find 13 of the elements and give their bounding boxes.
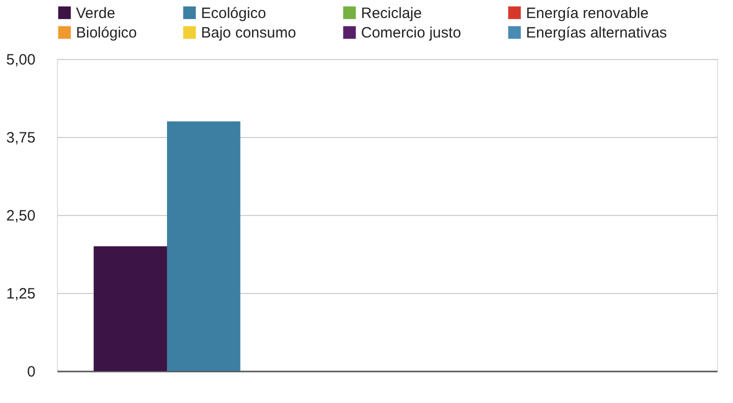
y-tick-label: 5,00 <box>6 52 36 68</box>
legend-label: Reciclaje <box>361 4 422 22</box>
y-tick-label: 0 <box>27 364 36 380</box>
y-tick-label: 1,25 <box>6 286 36 302</box>
legend-label: Comercio justo <box>361 24 462 42</box>
legend-label: Verde <box>76 4 116 22</box>
legend-label: Ecológico <box>201 4 266 22</box>
y-tick-label: 2,50 <box>6 208 36 224</box>
y-tick-label: 3,75 <box>6 130 36 146</box>
legend-label: Bajo consumo <box>201 24 296 42</box>
legend-label: Energía renovable <box>526 4 649 22</box>
legend-label: Energías alternativas <box>526 24 667 42</box>
legend-label: Biológico <box>76 24 137 42</box>
